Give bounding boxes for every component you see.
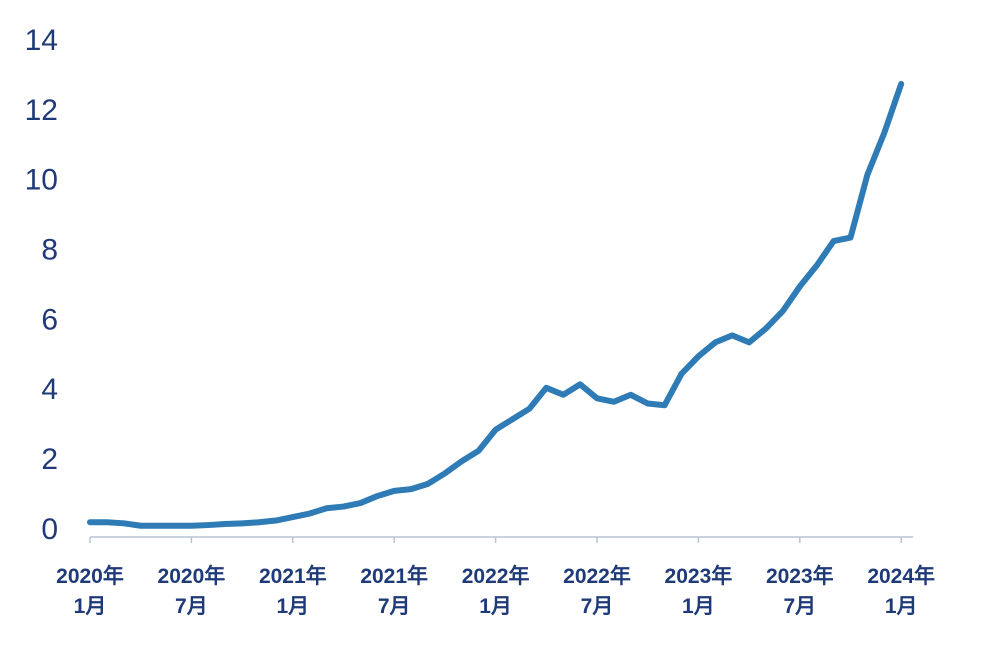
x-tick-label: 2021年 7月 bbox=[360, 565, 429, 618]
data-line bbox=[87, 80, 905, 529]
x-tick-label: 2024年 1月 bbox=[867, 565, 936, 618]
y-tick-label: 2 bbox=[41, 443, 58, 476]
y-tick-label: 6 bbox=[41, 303, 58, 336]
y-tick-label: 4 bbox=[41, 373, 58, 406]
y-tick-label: 8 bbox=[41, 233, 58, 266]
y-tick-label: 10 bbox=[25, 164, 58, 197]
x-tick-label: 2023年 1月 bbox=[664, 565, 733, 618]
x-tick-label: 2022年 1月 bbox=[461, 565, 530, 618]
x-tick-label: 2021年 1月 bbox=[258, 565, 327, 618]
x-tick-label: 2020年 7月 bbox=[157, 565, 226, 618]
x-tick-label: 2020年 1月 bbox=[56, 565, 124, 618]
x-tick-label: 2023年 7月 bbox=[765, 565, 834, 618]
y-tick-label: 14 bbox=[25, 24, 58, 57]
y-tick-label: 12 bbox=[25, 94, 58, 127]
x-tick-label: 2022年 7月 bbox=[563, 565, 631, 618]
y-tick-label: 0 bbox=[41, 513, 58, 546]
